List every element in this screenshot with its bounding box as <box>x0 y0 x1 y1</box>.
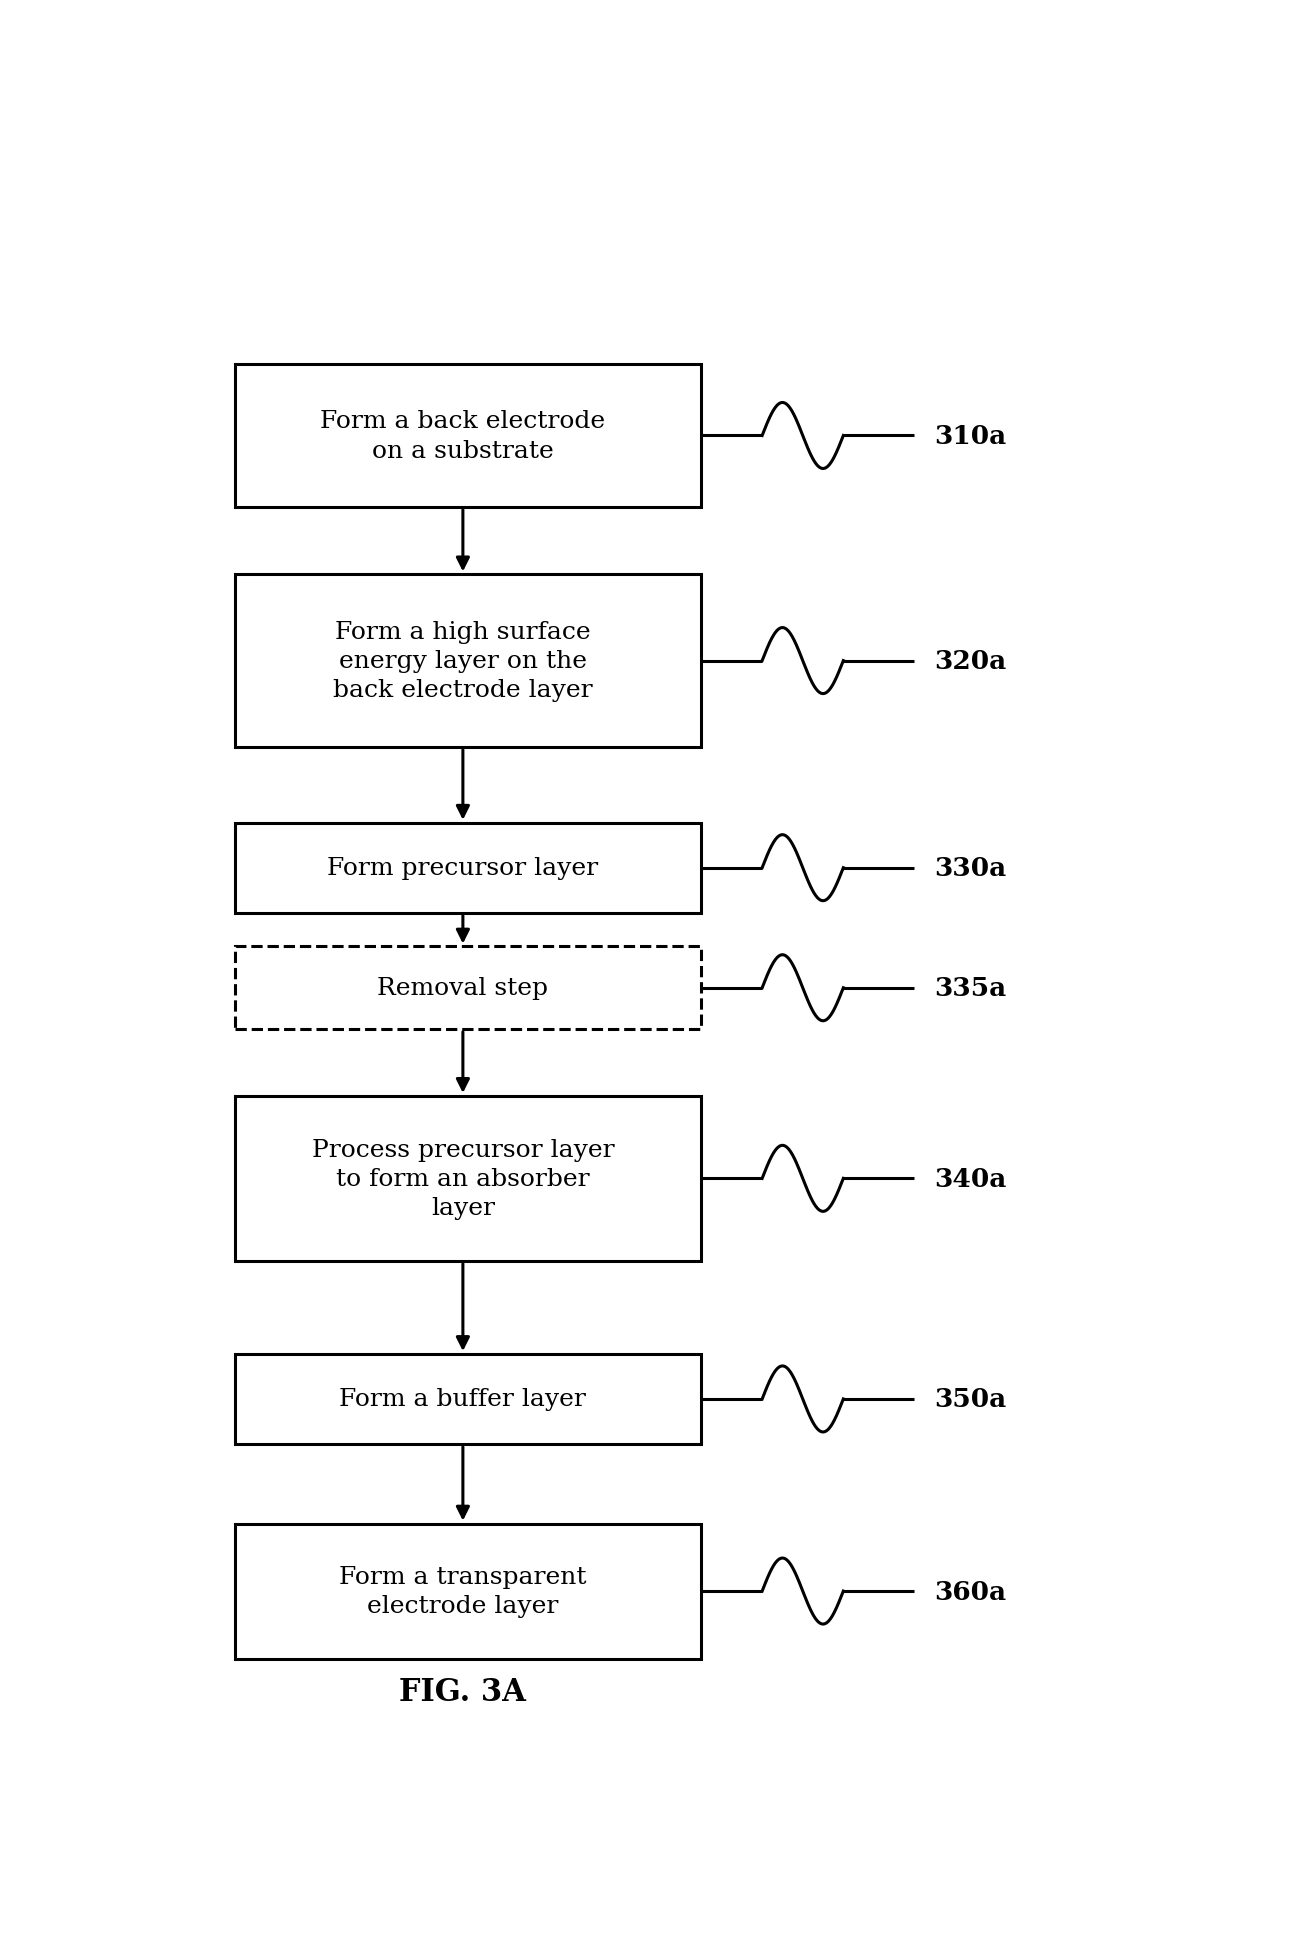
Text: 335a: 335a <box>935 976 1007 1001</box>
Text: Process precursor layer
to form an absorber
layer: Process precursor layer to form an absor… <box>312 1138 614 1219</box>
Text: Form a back electrode
on a substrate: Form a back electrode on a substrate <box>321 411 606 462</box>
Text: 340a: 340a <box>935 1167 1007 1192</box>
Text: Form a transparent
electrode layer: Form a transparent electrode layer <box>339 1564 586 1617</box>
Text: Removal step: Removal step <box>377 976 548 999</box>
Text: Form precursor layer: Form precursor layer <box>327 857 598 880</box>
Text: FIG. 3A: FIG. 3A <box>399 1675 526 1706</box>
Text: 350a: 350a <box>935 1387 1007 1412</box>
Text: Form a high surface
energy layer on the
back electrode layer: Form a high surface energy layer on the … <box>332 621 593 701</box>
Text: 310a: 310a <box>935 425 1007 448</box>
FancyBboxPatch shape <box>234 1523 702 1658</box>
FancyBboxPatch shape <box>234 364 702 508</box>
FancyBboxPatch shape <box>234 947 702 1029</box>
FancyBboxPatch shape <box>234 575 702 748</box>
FancyBboxPatch shape <box>234 1354 702 1443</box>
Text: 330a: 330a <box>935 855 1007 880</box>
Text: 360a: 360a <box>935 1578 1007 1603</box>
Text: 320a: 320a <box>935 649 1007 674</box>
FancyBboxPatch shape <box>234 1097 702 1260</box>
Text: Form a buffer layer: Form a buffer layer <box>339 1387 586 1410</box>
FancyBboxPatch shape <box>234 824 702 914</box>
